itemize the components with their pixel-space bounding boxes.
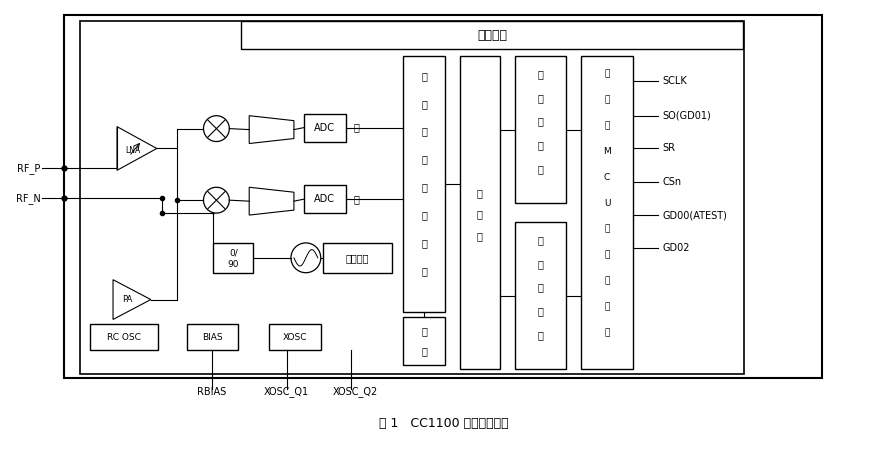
- Text: 调: 调: [421, 326, 427, 336]
- Text: SR: SR: [662, 143, 676, 153]
- Text: BIAS: BIAS: [202, 333, 223, 342]
- Text: 插: 插: [421, 238, 427, 248]
- Text: C: C: [604, 173, 610, 182]
- Text: LNA: LNA: [125, 146, 140, 155]
- Text: 包: 包: [477, 188, 483, 198]
- Text: 处: 处: [477, 210, 483, 220]
- Text: 制: 制: [421, 346, 427, 356]
- Text: 误: 误: [421, 126, 427, 136]
- Text: XOSC_Q2: XOSC_Q2: [332, 387, 378, 398]
- Text: 射频控制: 射频控制: [477, 29, 508, 42]
- Text: 解: 解: [354, 122, 359, 132]
- Text: 频率合成: 频率合成: [346, 253, 369, 263]
- Text: 缓: 缓: [538, 116, 543, 126]
- Text: XOSC_Q1: XOSC_Q1: [263, 387, 308, 398]
- Text: 的: 的: [605, 224, 610, 233]
- Bar: [460, 56, 500, 369]
- Text: 区: 区: [538, 164, 543, 174]
- Text: 调: 调: [354, 194, 359, 204]
- Text: SO(GD01): SO(GD01): [662, 111, 711, 121]
- Polygon shape: [249, 187, 294, 215]
- Text: 接: 接: [605, 302, 610, 311]
- Polygon shape: [113, 280, 151, 319]
- Bar: [304, 185, 346, 213]
- Text: XOSC: XOSC: [283, 333, 308, 342]
- Text: 与: 与: [605, 70, 610, 78]
- Bar: [64, 15, 821, 378]
- Text: RC OSC: RC OSC: [107, 333, 140, 342]
- Text: SCLK: SCLK: [662, 76, 687, 86]
- Text: 理: 理: [477, 232, 483, 242]
- Bar: [213, 243, 253, 273]
- Bar: [404, 56, 445, 313]
- Text: RF_P: RF_P: [17, 163, 41, 174]
- Text: RF_N: RF_N: [16, 193, 41, 204]
- Circle shape: [291, 243, 321, 273]
- Text: 口: 口: [605, 328, 610, 337]
- Bar: [515, 56, 566, 203]
- Text: 正: 正: [421, 210, 427, 220]
- Bar: [404, 318, 445, 365]
- Text: ADC: ADC: [314, 122, 335, 132]
- Text: CSn: CSn: [662, 177, 682, 187]
- Bar: [515, 222, 566, 369]
- Text: 校: 校: [421, 182, 427, 192]
- Text: 入: 入: [421, 266, 427, 276]
- Bar: [187, 324, 238, 350]
- Bar: [241, 21, 743, 49]
- Text: RBIAS: RBIAS: [196, 387, 226, 397]
- Bar: [80, 21, 744, 374]
- Text: 缓: 缓: [538, 283, 543, 293]
- Text: 收: 收: [538, 93, 543, 103]
- Text: GD00(ATEST): GD00(ATEST): [662, 210, 727, 220]
- Text: PA: PA: [122, 295, 132, 304]
- Text: 数: 数: [605, 250, 610, 259]
- Text: 差: 差: [421, 154, 427, 164]
- Text: 发: 发: [538, 235, 543, 245]
- Text: 90: 90: [228, 260, 239, 269]
- Bar: [581, 56, 633, 369]
- Text: 前: 前: [421, 71, 427, 81]
- Bar: [323, 243, 392, 273]
- Text: 接: 接: [538, 69, 543, 79]
- Text: 制: 制: [605, 121, 610, 130]
- Bar: [90, 324, 157, 350]
- Text: U: U: [604, 199, 610, 207]
- Text: 冲: 冲: [538, 141, 543, 151]
- Text: 图 1   CC1100 内部电路结构: 图 1 CC1100 内部电路结构: [380, 417, 509, 430]
- Polygon shape: [117, 126, 156, 170]
- Text: 区: 区: [538, 330, 543, 340]
- Bar: [304, 114, 346, 142]
- Text: 0/: 0/: [229, 248, 237, 258]
- Circle shape: [204, 116, 229, 142]
- Text: 向: 向: [421, 99, 427, 109]
- Text: GD02: GD02: [662, 243, 690, 253]
- Text: 控: 控: [605, 95, 610, 104]
- Text: 字: 字: [605, 276, 610, 285]
- Text: 冲: 冲: [538, 307, 543, 317]
- Circle shape: [204, 187, 229, 213]
- Text: 送: 送: [538, 259, 543, 269]
- Text: M: M: [603, 147, 611, 156]
- Polygon shape: [249, 116, 294, 143]
- Bar: [269, 324, 321, 350]
- Text: ADC: ADC: [314, 194, 335, 204]
